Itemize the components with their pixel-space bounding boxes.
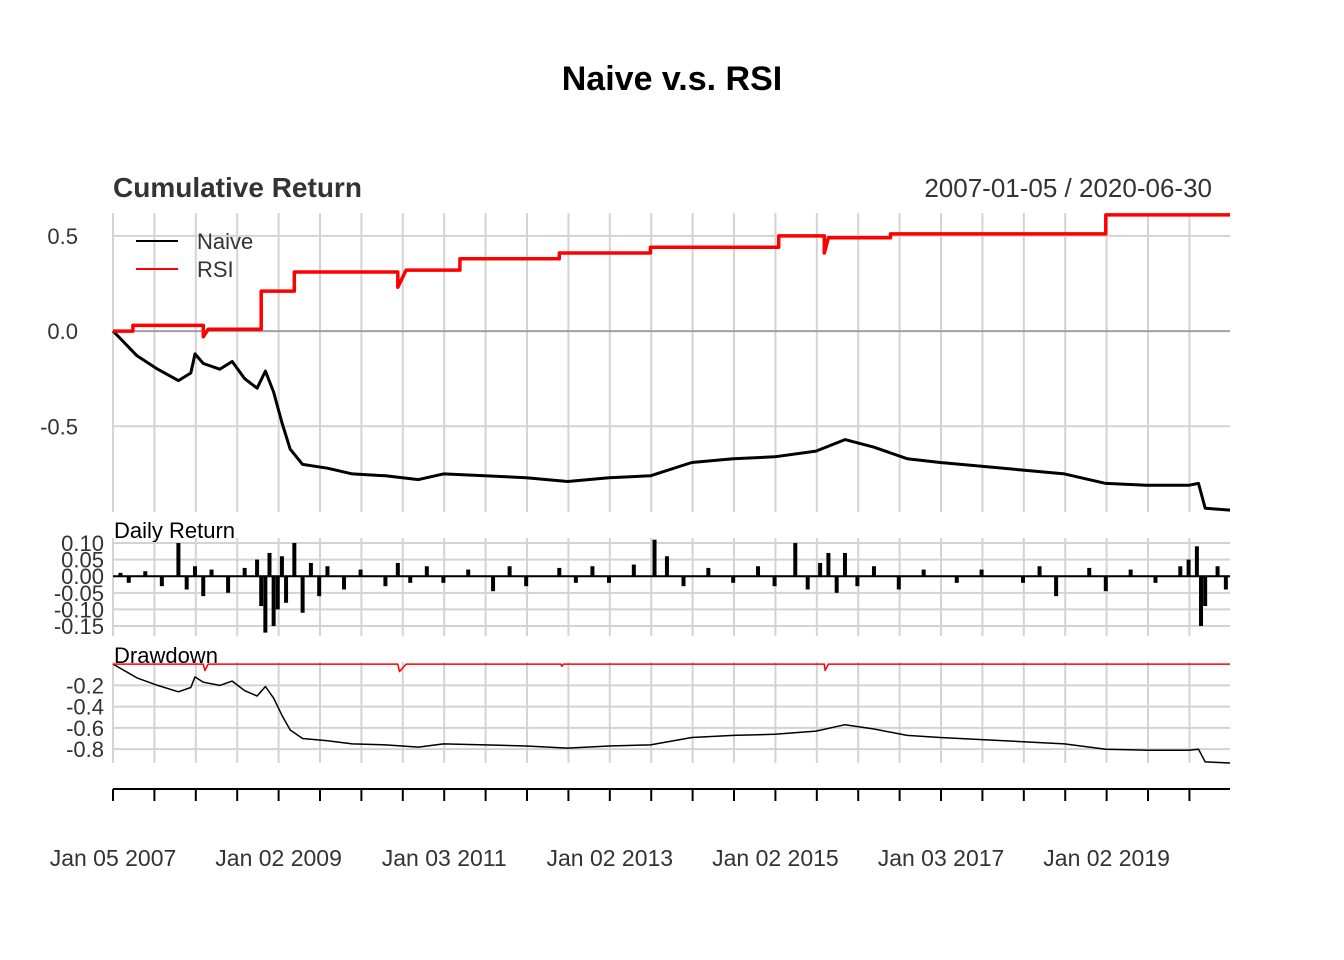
y-tick-label-1-4: -0.10	[54, 597, 104, 622]
y-tick-label-1-0: 0.10	[61, 531, 104, 556]
x-axis: Jan 05 2007 Jan 02 2009 Jan 03 2011 Jan 02 …	[50, 788, 1230, 871]
x-tick-label-4: Jan 02 2015	[712, 845, 839, 871]
y-tick-label-0-1: 0.0	[47, 319, 78, 344]
x-tick-label-5: Jan 03 2017	[878, 845, 1005, 871]
x-tick-label-1: Jan 02 2009	[215, 845, 342, 871]
y-tick-label-2-0: -0.2	[66, 673, 104, 698]
y-tick-label-1-1: 0.05	[61, 548, 104, 573]
panel-drawdown: -0.2-0.4-0.6-0.8	[66, 663, 1231, 764]
legend-label-rsi: RSI	[197, 257, 234, 282]
legend: Naive RSI	[136, 229, 253, 282]
x-tick-label-3: Jan 02 2013	[546, 845, 673, 871]
grid-lines	[112, 213, 1191, 763]
y-tick-label-0-0: 0.5	[47, 224, 78, 249]
drawdown-line-rsi	[113, 663, 1230, 673]
chart-title: Naive v.s. RSI	[562, 60, 783, 98]
panel-title-cumulative: Cumulative Return	[113, 172, 362, 203]
y-tick-label-0-2: -0.5	[40, 414, 78, 439]
y-tick-label-2-2: -0.6	[66, 716, 104, 741]
series-line-naive	[111, 330, 1231, 512]
panel-cumulative-return: 0.5 0.0 -0.5	[40, 213, 1231, 512]
y-tick-label-2-3: -0.8	[66, 737, 104, 762]
series-line-rsi	[113, 213, 1230, 339]
panel-title-daily: Daily Return	[114, 518, 235, 543]
y-tick-label-1-2: 0.00	[61, 564, 104, 589]
y-tick-label-1-3: -0.05	[54, 581, 104, 606]
y-tick-label-1-5: -0.15	[54, 614, 104, 639]
x-tick-label-6: Jan 02 2019	[1043, 845, 1170, 871]
legend-label-naive: Naive	[197, 229, 253, 254]
x-tick-label-0: Jan 05 2007	[50, 845, 177, 871]
x-tick-label-2: Jan 03 2011	[382, 845, 507, 871]
panel-daily-return: 0.100.050.00-0.05-0.10-0.15	[54, 531, 1230, 639]
drawdown-line-naive	[112, 663, 1231, 764]
y-tick-label-2-1: -0.4	[66, 695, 104, 720]
date-range-label: 2007-01-05 / 2020-06-30	[924, 173, 1212, 203]
